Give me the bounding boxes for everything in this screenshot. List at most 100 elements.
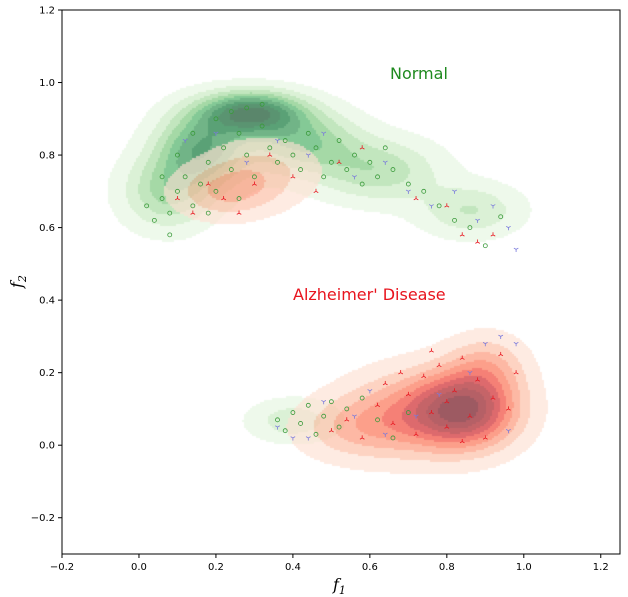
point-tri-down bbox=[321, 400, 327, 405]
point-normal bbox=[328, 159, 334, 165]
point-normal bbox=[352, 152, 357, 158]
point-normal bbox=[175, 188, 180, 194]
point-normal bbox=[467, 225, 473, 231]
point-normal bbox=[236, 130, 242, 136]
point-normal bbox=[482, 243, 488, 249]
point-tri-down bbox=[467, 371, 473, 376]
point-normal bbox=[375, 174, 380, 180]
point-normal bbox=[275, 417, 280, 423]
point-tri-down bbox=[305, 436, 311, 441]
point-tri-down bbox=[275, 425, 280, 430]
x-axis: −0.2 0.0 0.2 0.4 0.6 0.8 1.0 1.2 bbox=[50, 554, 609, 573]
point-tri-down bbox=[244, 160, 250, 165]
point-tri-up bbox=[375, 402, 381, 407]
x-tick-label: 0.6 bbox=[362, 562, 378, 573]
point-tri-up bbox=[475, 377, 481, 382]
point-normal bbox=[159, 174, 165, 180]
point-normal bbox=[321, 413, 327, 419]
point-normal bbox=[344, 167, 350, 172]
y-axis-title: f2 bbox=[7, 275, 29, 289]
y-axis-title-subscript: 2 bbox=[16, 275, 29, 283]
point-normal bbox=[151, 217, 157, 223]
point-normal bbox=[305, 130, 311, 136]
point-tri-down bbox=[382, 432, 388, 437]
point-normal bbox=[236, 196, 242, 201]
x-axis-title: f1 bbox=[332, 575, 346, 597]
point-normal bbox=[228, 167, 234, 172]
point-normal bbox=[252, 174, 257, 180]
point-tri-up bbox=[205, 181, 211, 186]
x-tick-label: 1.0 bbox=[516, 562, 532, 573]
x-axis-title-main: f bbox=[332, 575, 342, 594]
point-tri-down bbox=[352, 175, 357, 180]
point-tri-down bbox=[482, 342, 488, 347]
point-tri-up bbox=[221, 195, 227, 201]
point-tri-down bbox=[182, 138, 188, 144]
point-tri-down bbox=[475, 218, 481, 223]
point-normal bbox=[313, 431, 319, 437]
annotation-alzheimers: Alzheimer' Disease bbox=[293, 285, 446, 304]
point-normal bbox=[282, 428, 288, 434]
point-tri-up bbox=[490, 395, 496, 400]
point-normal bbox=[290, 152, 296, 158]
point-normal bbox=[159, 196, 165, 201]
y-tick-label: 1.0 bbox=[39, 78, 55, 89]
point-normal bbox=[198, 181, 203, 187]
point-tri-up bbox=[251, 181, 257, 186]
point-tri-down bbox=[505, 429, 511, 434]
point-tri-up bbox=[421, 373, 427, 378]
x-tick-label: −0.2 bbox=[50, 562, 74, 573]
point-normal bbox=[382, 145, 388, 151]
point-normal bbox=[290, 410, 296, 415]
x-axis-title-subscript: 1 bbox=[339, 584, 346, 597]
point-tri-up bbox=[174, 195, 180, 201]
point-normal bbox=[367, 159, 373, 165]
point-normal bbox=[498, 214, 504, 220]
y-axis: −0.2 0.0 0.2 0.4 0.6 0.8 1.0 1.2 bbox=[31, 6, 62, 524]
point-normal bbox=[390, 167, 396, 172]
point-tri-down bbox=[452, 189, 457, 194]
x-tick-label: 1.2 bbox=[593, 562, 609, 573]
y-tick-label: −0.2 bbox=[31, 513, 55, 524]
point-normal bbox=[221, 145, 227, 151]
point-normal bbox=[282, 138, 288, 143]
point-tri-down bbox=[498, 334, 504, 339]
point-tri-up bbox=[336, 159, 342, 164]
point-normal bbox=[205, 210, 211, 216]
point-tri-down bbox=[382, 160, 388, 165]
point-tri-up bbox=[459, 438, 465, 444]
point-tri-up bbox=[482, 435, 488, 440]
point-normal bbox=[359, 181, 365, 187]
point-tri-up bbox=[313, 188, 319, 193]
point-tri-up bbox=[428, 348, 434, 353]
point-normal bbox=[321, 174, 327, 180]
x-tick-label: 0.8 bbox=[439, 562, 455, 573]
point-tri-up bbox=[413, 431, 419, 436]
point-normal bbox=[405, 181, 411, 187]
y-tick-label: 0.2 bbox=[39, 368, 55, 379]
point-tri-down bbox=[413, 414, 419, 419]
point-tri-down bbox=[513, 247, 519, 252]
point-tri-up bbox=[436, 362, 442, 368]
point-normal bbox=[190, 203, 196, 209]
point-tri-up bbox=[390, 420, 396, 426]
point-normal bbox=[298, 421, 303, 426]
plot-frame bbox=[61, 9, 621, 555]
point-tri-up bbox=[267, 152, 273, 157]
point-tri-up bbox=[490, 232, 496, 237]
y-axis-title-main: f bbox=[7, 279, 26, 289]
point-tri-up bbox=[452, 388, 457, 393]
point-normal bbox=[228, 109, 234, 114]
point-normal bbox=[144, 203, 150, 209]
point-tri-up bbox=[505, 406, 511, 411]
point-tri-down bbox=[275, 138, 280, 144]
point-tri-up bbox=[459, 355, 465, 360]
point-tri-down bbox=[490, 204, 496, 209]
point-tri-down bbox=[513, 342, 519, 347]
point-normal bbox=[421, 188, 427, 194]
point-tri-up bbox=[444, 424, 450, 429]
point-normal bbox=[167, 232, 173, 238]
point-tri-up bbox=[405, 391, 411, 397]
point-normal bbox=[259, 101, 265, 107]
